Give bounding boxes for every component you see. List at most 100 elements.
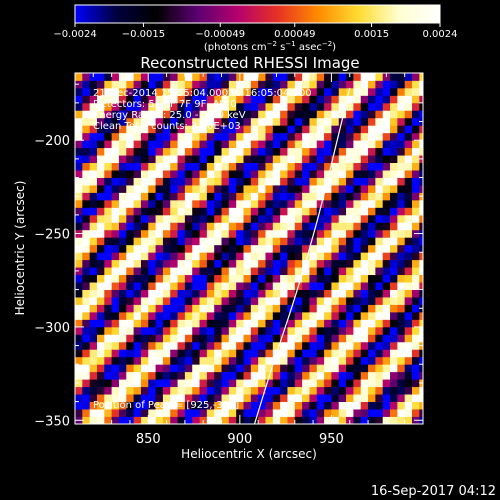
heatmap-pixel (316, 311, 325, 320)
heatmap-pixel (397, 416, 406, 424)
heatmap-pixel (221, 214, 230, 223)
heatmap-pixel (360, 379, 369, 388)
heatmap-pixel (309, 386, 318, 395)
heatmap-pixel (265, 125, 274, 134)
heatmap-pixel (368, 289, 376, 298)
heatmap-pixel (272, 334, 281, 343)
heatmap-pixel (148, 371, 156, 380)
heatmap-pixel (324, 386, 332, 395)
heatmap-pixel (390, 394, 398, 402)
heatmap-pixel (82, 252, 91, 261)
heatmap-pixel (236, 379, 244, 388)
heatmap-pixel (133, 409, 142, 417)
heatmap-pixel (302, 170, 310, 178)
heatmap-pixel (382, 214, 391, 223)
heatmap-pixel (302, 199, 310, 208)
heatmap-pixel (280, 162, 288, 171)
heatmap-pixel (170, 80, 178, 89)
heatmap-pixel (397, 185, 406, 193)
heatmap-pixel (360, 252, 369, 261)
heatmap-pixel (346, 259, 354, 268)
heatmap-pixel (155, 259, 164, 268)
heatmap-pixel (228, 326, 237, 335)
heatmap-pixel (104, 222, 113, 231)
heatmap-pixel (250, 125, 259, 134)
heatmap-pixel (140, 140, 149, 149)
heatmap-pixel (228, 117, 237, 126)
heatmap-pixel (294, 386, 303, 395)
heatmap-pixel (382, 222, 391, 231)
heatmap-pixel (82, 170, 91, 178)
heatmap-pixel (104, 416, 113, 424)
heatmap-pixel (316, 304, 325, 313)
heatmap-pixel (250, 214, 259, 223)
heatmap-pixel (184, 364, 193, 373)
heatmap-pixel (382, 259, 391, 268)
heatmap-pixel (287, 199, 296, 208)
heatmap-pixel (221, 259, 230, 268)
heatmap-pixel (126, 379, 135, 388)
heatmap-pixel (375, 155, 384, 164)
heatmap-pixel (89, 177, 98, 186)
heatmap-pixel (331, 311, 340, 320)
heatmap-pixel (412, 394, 420, 402)
heatmap-pixel (118, 341, 127, 350)
heatmap-pixel (118, 267, 127, 276)
heatmap-pixel (302, 222, 310, 231)
heatmap-pixel (199, 356, 208, 365)
heatmap-pixel (390, 155, 398, 164)
heatmap-pixel (331, 394, 340, 402)
heatmap-pixel (133, 140, 142, 149)
heatmap-pixel (118, 416, 127, 424)
heatmap-pixel (346, 222, 354, 231)
heatmap-pixel (170, 87, 178, 96)
heatmap-pixel (155, 401, 164, 410)
heatmap-pixel (419, 140, 423, 149)
heatmap-pixel (228, 401, 237, 410)
heatmap-pixel (221, 379, 230, 388)
heatmap-pixel (148, 170, 156, 178)
heatmap-pixel (265, 155, 274, 164)
heatmap-pixel (331, 155, 340, 164)
heatmap-pixel (243, 409, 252, 417)
heatmap-pixel (250, 274, 259, 283)
heatmap-pixel (353, 416, 362, 424)
heatmap-pixel (236, 394, 244, 402)
heatmap-pixel (250, 132, 259, 141)
heatmap-pixel (155, 110, 164, 119)
heatmap-pixel (360, 132, 369, 141)
heatmap-pixel (294, 416, 303, 424)
heatmap-pixel (148, 297, 156, 305)
heatmap-pixel (412, 311, 420, 320)
heatmap-pixel (250, 244, 259, 253)
heatmap-pixel (375, 244, 384, 253)
heatmap-pixel (206, 229, 215, 238)
heatmap-pixel (316, 274, 325, 283)
heatmap-pixel (397, 125, 406, 134)
heatmap-pixel (250, 267, 259, 276)
heatmap-pixel (104, 140, 113, 149)
heatmap-pixel (133, 386, 142, 395)
heatmap-pixel (206, 155, 215, 164)
heatmap-pixel (155, 132, 164, 141)
heatmap-pixel (280, 170, 288, 178)
heatmap-pixel (82, 125, 91, 134)
heatmap-pixel (382, 379, 391, 388)
heatmap-pixel (177, 282, 186, 290)
heatmap-pixel (390, 214, 398, 223)
heatmap-pixel (236, 199, 244, 208)
heatmap-pixel (177, 304, 186, 313)
heatmap-pixel (272, 237, 281, 246)
heatmap-pixel (397, 73, 406, 81)
heatmap-pixel (192, 140, 200, 149)
heatmap-pixel (375, 371, 384, 380)
heatmap-pixel (272, 117, 281, 126)
heatmap-pixel (272, 102, 281, 111)
heatmap-pixel (162, 140, 171, 149)
heatmap-pixel (258, 110, 266, 119)
heatmap-pixel (294, 311, 303, 320)
heatmap-pixel (382, 401, 391, 410)
heatmap-pixel (309, 110, 318, 119)
heatmap-pixel (324, 409, 332, 417)
heatmap-pixel (206, 297, 215, 305)
